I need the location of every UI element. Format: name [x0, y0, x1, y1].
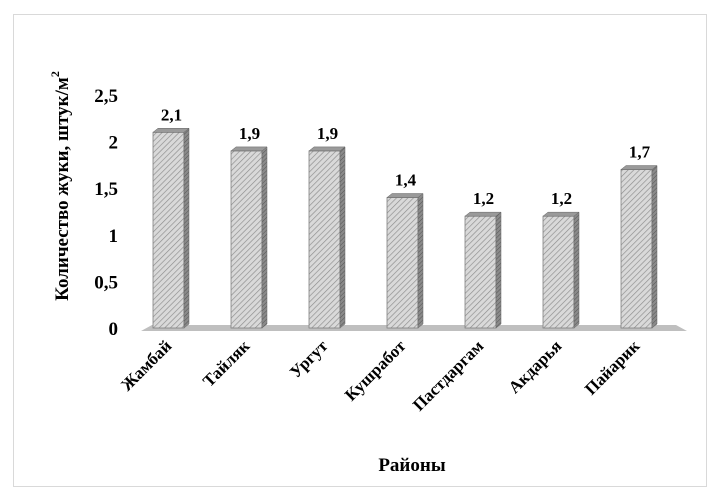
data-label: 1,9 [239, 124, 260, 143]
bar-face [308, 150, 341, 329]
data-label: 2,1 [161, 105, 182, 124]
bar [542, 211, 580, 329]
bar-side [651, 165, 658, 329]
bar-side [417, 192, 424, 329]
bar-top [620, 165, 658, 170]
x-axis-categories: Жамбай Тайляк Ургут Кушработ Пастдаргам Акдар… [117, 336, 643, 415]
bar [230, 146, 268, 329]
bar-side [339, 146, 346, 329]
x-tick-label: Ургут [286, 336, 332, 382]
bar-top [308, 146, 346, 152]
x-tick-label: Кушработ [341, 336, 410, 405]
bar-face [620, 169, 653, 329]
bar-side [183, 127, 190, 329]
y-axis-title-superscript: 2 [48, 71, 62, 77]
bars [152, 127, 658, 329]
bar-side [573, 211, 580, 329]
bar [464, 211, 502, 329]
y-tick-label: 0 [109, 319, 119, 340]
bar [386, 192, 424, 329]
y-tick-label: 1,5 [94, 179, 118, 200]
bar [152, 127, 190, 329]
data-labels: 2,1 1,9 1,9 1,4 1,2 1,2 1,7 [161, 105, 651, 208]
bar-face [152, 131, 185, 329]
y-axis-ticks: 0 0,5 1 1,5 2 2,5 [94, 86, 118, 340]
x-tick-label: Тайляк [199, 336, 253, 390]
bar-side [495, 211, 502, 329]
y-tick-label: 2,5 [94, 86, 118, 107]
bar-side [261, 146, 268, 329]
y-tick-label: 2 [109, 133, 119, 154]
bar-face [542, 215, 575, 329]
bar-top [542, 211, 580, 217]
bar [620, 165, 658, 329]
y-tick-label: 0,5 [94, 272, 118, 293]
data-label: 1,2 [473, 189, 494, 208]
x-axis-title: Районы [378, 455, 446, 476]
bar-face [230, 150, 263, 329]
y-axis-title: Количество жуки, штук/м2 [48, 71, 73, 301]
data-label: 1,9 [317, 124, 338, 143]
bar-top [464, 211, 502, 217]
x-tick-label: Пастдаргам [409, 336, 488, 415]
x-tick-label: Акдарья [505, 336, 566, 397]
x-tick-label: Пайарик [581, 336, 643, 398]
data-label: 1,7 [629, 143, 651, 162]
bar-top [152, 128, 190, 133]
bar-face [386, 197, 419, 329]
x-tick-label: Жамбай [117, 336, 175, 394]
data-label: 1,2 [551, 189, 572, 208]
chart-frame [13, 14, 707, 487]
bar-top [386, 193, 424, 198]
y-axis-title-text: Количество жуки, штук/м [52, 77, 73, 301]
bar-face [464, 215, 497, 329]
y-tick-label: 1 [109, 226, 119, 247]
bar [308, 146, 346, 329]
bar-top [230, 146, 268, 152]
data-label: 1,4 [395, 171, 417, 190]
